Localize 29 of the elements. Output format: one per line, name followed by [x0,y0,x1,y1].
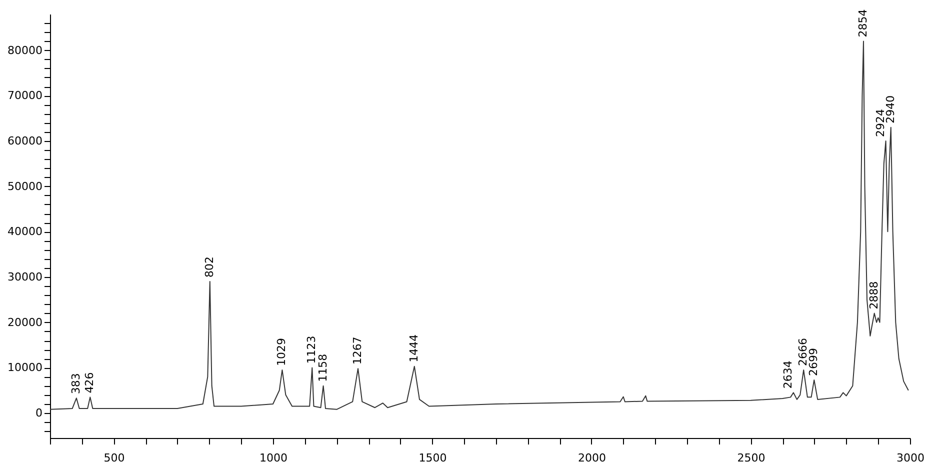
annotation: 383 [69,373,82,394]
annotation: 2854 [856,9,870,38]
x-tick-label: 2000 [578,452,606,464]
x-tick-label: 1500 [418,452,447,464]
y-tick-label: 60000 [8,134,42,148]
annotation: 1158 [316,354,330,382]
annotation: 426 [83,372,96,394]
y-tick-label: 0 [36,406,42,420]
y-tick-label: 20000 [8,316,42,329]
annotation: 1444 [407,334,420,362]
x-tick-label: 3000 [896,452,924,464]
x-tick-label: 2500 [737,452,766,464]
annotation: 2666 [796,338,810,366]
annotation: 2634 [781,360,794,389]
annotation: 1123 [305,336,318,364]
annotation: 802 [202,256,216,278]
annotation: 1267 [351,336,364,365]
y-tick-label: 50000 [8,180,42,193]
y-tick-label: 80000 [8,44,42,57]
annotation: 2699 [807,348,820,376]
annotation: 2888 [867,281,880,310]
y-tick-label: 30000 [8,270,42,284]
y-tick-label: 40000 [8,225,42,238]
y-tick-label: 70000 [8,89,42,102]
y-tick-label: 10000 [8,361,42,374]
x-tick-label: 1000 [259,452,288,464]
x-tick-label: 500 [104,452,125,464]
line-series [50,40,909,410]
annotation: 1029 [275,338,288,366]
